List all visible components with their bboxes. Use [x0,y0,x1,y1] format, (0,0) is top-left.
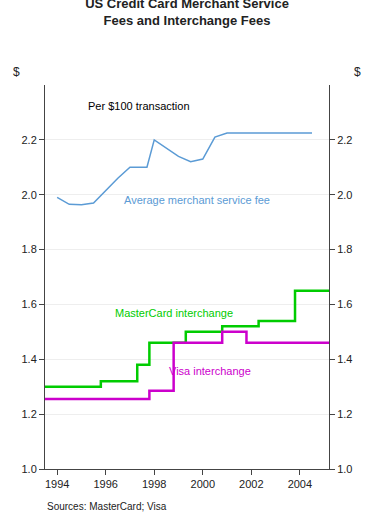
svg-text:2.0: 2.0 [337,189,352,201]
svg-text:$: $ [13,65,20,79]
svg-text:1.4: 1.4 [22,353,37,365]
svg-text:1.0: 1.0 [22,463,37,475]
svg-text:Average merchant service fee: Average merchant service fee [124,194,270,206]
svg-text:1.8: 1.8 [22,243,37,255]
svg-text:$: $ [354,65,361,79]
svg-text:1.0: 1.0 [337,463,352,475]
svg-text:2.2: 2.2 [22,134,37,146]
svg-text:2.0: 2.0 [22,189,37,201]
svg-text:Sources: MasterCard; Visa: Sources: MasterCard; Visa [47,501,167,512]
svg-text:1.2: 1.2 [337,408,352,420]
svg-text:2.2: 2.2 [337,134,352,146]
svg-text:1.8: 1.8 [337,243,352,255]
svg-text:1.6: 1.6 [22,298,37,310]
svg-text:1996: 1996 [93,478,117,490]
svg-text:1994: 1994 [45,478,69,490]
svg-text:US Credit Card Merchant Servic: US Credit Card Merchant ServiceFees and … [85,0,289,28]
svg-text:Per $100 transaction: Per $100 transaction [88,100,190,112]
svg-text:2002: 2002 [239,478,263,490]
svg-text:1.2: 1.2 [22,408,37,420]
svg-text:2004: 2004 [288,478,312,490]
svg-text:1998: 1998 [142,478,166,490]
svg-text:2000: 2000 [191,478,215,490]
svg-text:1.6: 1.6 [337,298,352,310]
svg-text:MasterCard interchange: MasterCard interchange [115,307,233,319]
svg-text:1.4: 1.4 [337,353,352,365]
svg-text:Visa interchange: Visa interchange [169,365,251,377]
